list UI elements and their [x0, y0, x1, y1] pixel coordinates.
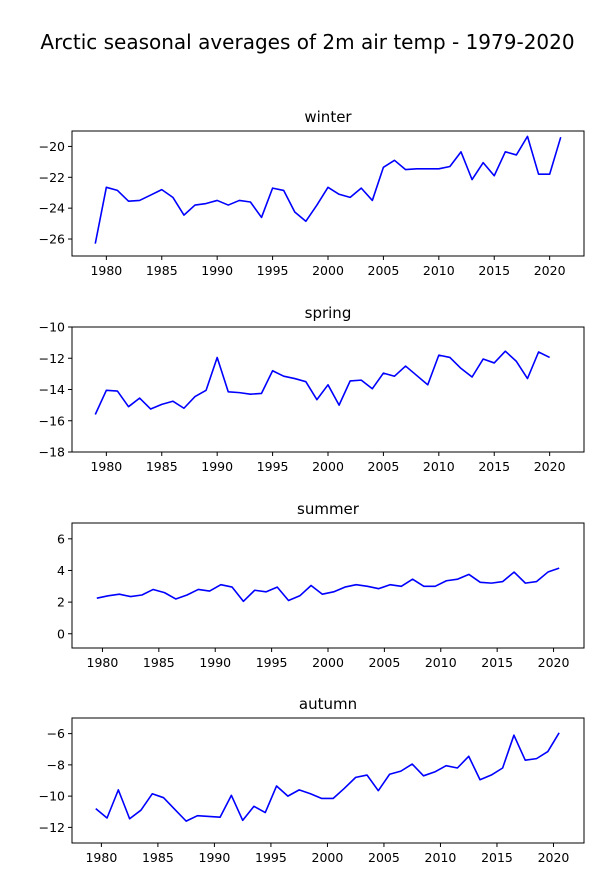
x-tick-label: 1990: [201, 459, 233, 474]
series-line: [94, 135, 562, 244]
y-tick-label: −8: [47, 757, 65, 772]
x-tick-label: 1995: [257, 459, 289, 474]
y-tick-label: −12: [39, 351, 65, 366]
x-tick-label: 2010: [425, 655, 457, 670]
x-tick-label: 1995: [255, 850, 287, 865]
x-tick-label: 2015: [481, 655, 513, 670]
subplot-winter: winter 1980 1985 1990 1995 2000 2005 2010 2015 20…: [39, 108, 585, 278]
y-tick-label: −18: [39, 445, 65, 460]
x-tick-label: 1980: [87, 655, 119, 670]
x-tick-label: 2005: [368, 459, 400, 474]
subplot-title: summer: [297, 500, 360, 518]
x-tick-label: 2000: [312, 459, 344, 474]
x-tick-label: 2020: [534, 459, 566, 474]
x-tick-label: 1995: [257, 263, 289, 278]
series-line: [95, 732, 560, 822]
x-tick-label: 1995: [256, 655, 288, 670]
subplot-title: spring: [305, 304, 352, 322]
x-tick-label: 2005: [368, 850, 400, 865]
y-tick-label: −10: [39, 789, 65, 804]
x-tick-label: 1985: [146, 263, 178, 278]
y-tick-label: 6: [57, 531, 65, 546]
series-line: [96, 567, 560, 603]
x-tick-label: 1990: [199, 850, 231, 865]
y-tick-label: −20: [39, 139, 65, 154]
x-tick-label: 1980: [85, 850, 117, 865]
series-line: [94, 350, 551, 415]
x-tick-label: 2005: [368, 263, 400, 278]
x-tick-label: 1990: [201, 263, 233, 278]
y-tick-label: 4: [57, 563, 65, 578]
x-tick-label: 2015: [478, 459, 510, 474]
y-tick-label: −14: [39, 382, 65, 397]
axes-frame: [71, 717, 585, 844]
x-tick-label: 2015: [481, 850, 513, 865]
y-tick-label: 2: [57, 595, 65, 610]
y-tick-label: −24: [39, 201, 65, 216]
y-tick-label: −10: [39, 320, 65, 335]
y-tick-label: −12: [39, 820, 65, 835]
x-tick-label: 2015: [478, 263, 510, 278]
x-tick-label: 2010: [423, 263, 455, 278]
y-tick-label: −26: [39, 232, 65, 247]
x-tick-label: 1985: [143, 655, 175, 670]
y-tick-label: 0: [57, 626, 65, 641]
y-tick-label: −22: [39, 170, 65, 185]
y-tick-label: −6: [47, 726, 65, 741]
x-tick-label: 2010: [423, 459, 455, 474]
x-tick-label: 2005: [368, 655, 400, 670]
x-tick-label: 2000: [312, 850, 344, 865]
x-tick-label: 2000: [312, 655, 344, 670]
x-tick-label: 1980: [90, 263, 122, 278]
subplot-title: autumn: [299, 695, 357, 713]
x-tick-label: 2020: [538, 655, 570, 670]
x-tick-label: 2020: [534, 263, 566, 278]
subplot-spring: spring 1980 1985 1990 1995 2000 2005 2010 2015 20…: [39, 304, 585, 474]
subplot-title: winter: [304, 108, 352, 126]
x-tick-label: 2010: [425, 850, 457, 865]
subplot-autumn: autumn 1980 1985 1990 1995 2000 2005 2010 2015 20…: [39, 695, 585, 865]
x-tick-label: 1985: [146, 459, 178, 474]
x-tick-label: 1985: [142, 850, 174, 865]
y-tick-label: −16: [39, 413, 65, 428]
x-tick-label: 1980: [90, 459, 122, 474]
figure-title: Arctic seasonal averages of 2m air temp …: [40, 30, 574, 54]
x-tick-label: 1990: [199, 655, 231, 670]
x-tick-label: 2020: [538, 850, 570, 865]
x-tick-label: 2000: [312, 263, 344, 278]
